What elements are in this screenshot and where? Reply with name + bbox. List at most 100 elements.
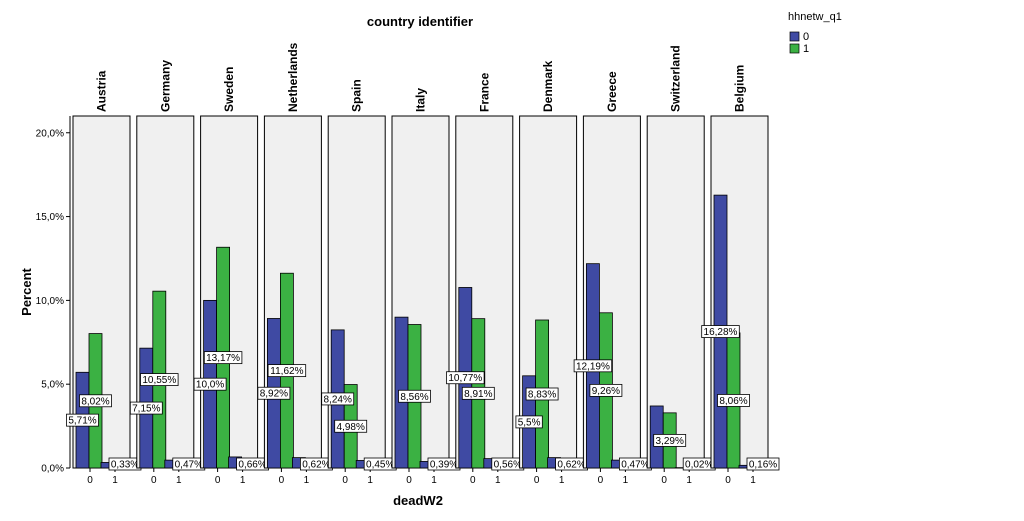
x-tick-label: 0	[342, 475, 348, 486]
panel-label: Italy	[414, 88, 428, 112]
data-label-box	[66, 413, 99, 427]
data-label: 0,47%	[175, 460, 203, 471]
data-label: 0,66%	[238, 460, 266, 471]
data-label-box	[589, 383, 623, 397]
y-axis: 0,0% 5,0% 10,0% 15,0% 20,0%	[36, 116, 71, 475]
data-label: 13,17%	[206, 353, 240, 364]
data-label: 8,56%	[400, 392, 428, 403]
data-label: 5,5%	[518, 417, 541, 428]
panel-label: France	[477, 72, 491, 112]
data-label: 8,92%	[260, 389, 288, 400]
x-tick-label: 0	[661, 475, 667, 486]
data-label: 8,02%	[81, 396, 109, 407]
data-label-box	[398, 389, 431, 403]
data-label: 0,47%	[621, 460, 649, 471]
data-label-box	[653, 434, 687, 447]
x-tick-label: 0	[215, 475, 221, 486]
data-label: 9,26%	[592, 386, 620, 397]
data-label-box	[129, 401, 163, 415]
panel-label: Austria	[95, 70, 109, 112]
data-label: 0,16%	[749, 460, 777, 471]
panel-france: France 0 1 10,77% 8,91% 0,56%	[446, 72, 525, 486]
x-tick-label: 1	[112, 475, 118, 486]
data-label-box	[746, 457, 780, 471]
y-tick-label: 0,0%	[41, 464, 64, 475]
y-tick-label: 20,0%	[36, 128, 64, 139]
data-label: 4,98%	[337, 422, 365, 433]
panel-label: Germany	[158, 60, 172, 112]
x-tick-label: 0	[87, 475, 93, 486]
data-label-box	[79, 394, 112, 408]
data-label-box	[717, 394, 750, 407]
panel-germany: Germany 0 1 7,15% 10,55% 0,47%	[129, 60, 206, 486]
data-label-box	[140, 373, 179, 386]
panel-netherlands: Netherlands 0 1 8,92% 11,62% 0,62%	[257, 42, 333, 486]
data-label: 8,24%	[324, 394, 352, 405]
data-label-box	[446, 371, 485, 385]
data-label-box	[193, 377, 227, 391]
x-tick-label: 1	[623, 475, 629, 486]
panel-austria: Austria 0 1 5,71% 8,02% 0,33%	[66, 70, 142, 486]
panel-greece: Greece 0 1 12,19% 9,26% 0,47%	[573, 71, 652, 486]
data-label-box	[525, 387, 559, 401]
panel-spain: Spain 0 1 8,24% 4,98% 0,45%	[321, 79, 397, 486]
data-label: 0,45%	[366, 460, 394, 471]
x-axis-title: deadW2	[393, 493, 443, 508]
panel-label: Greece	[605, 71, 619, 112]
legend: hhnetw_q1 01	[788, 11, 842, 55]
data-label: 8,06%	[719, 396, 747, 407]
y-tick-label: 5,0%	[41, 380, 64, 391]
panel-italy: Italy 0 1 8,56% 0,39%	[391, 88, 461, 486]
legend-swatch-1	[789, 43, 800, 54]
y-axis-title: Percent	[19, 267, 34, 315]
legend-swatch-0	[789, 31, 800, 42]
legend-label-0: 0	[803, 31, 809, 43]
x-tick-label: 1	[304, 475, 310, 486]
data-label: 7,15%	[132, 404, 160, 415]
chart-title: country identifier	[367, 14, 473, 29]
data-label-box	[257, 386, 291, 400]
x-tick-label: 0	[470, 475, 476, 486]
panel-denmark: Denmark 0 1 5,5% 8,83% 0,62%	[515, 60, 588, 486]
data-label-box	[267, 364, 307, 378]
data-label-box	[701, 325, 740, 338]
panel-switzerland: Switzerland 0 1 3,29% 0,02%	[646, 45, 716, 486]
data-label: 16,28%	[704, 327, 738, 338]
data-label: 0,39%	[430, 460, 458, 471]
legend-title: hhnetw_q1	[788, 11, 842, 23]
x-tick-label: 0	[279, 475, 285, 486]
data-label: 10,55%	[142, 375, 176, 386]
panel-sweden: Sweden 0 1 10,0% 13,17% 0,66%	[193, 67, 270, 486]
data-label-box	[321, 392, 355, 406]
x-tick-label: 1	[431, 475, 437, 486]
x-tick-label: 1	[686, 475, 692, 486]
panel-label: Spain	[350, 79, 364, 112]
x-tick-label: 1	[176, 475, 182, 486]
x-tick-label: 1	[240, 475, 246, 486]
x-tick-label: 0	[406, 475, 412, 486]
panel-label: Denmark	[541, 60, 555, 112]
data-label: 3,29%	[656, 436, 684, 447]
x-tick-label: 1	[559, 475, 565, 486]
data-label-box	[515, 415, 543, 429]
x-tick-label: 1	[750, 475, 756, 486]
data-label: 0,62%	[557, 460, 585, 471]
data-label: 0,33%	[111, 460, 139, 471]
panel-label: Netherlands	[286, 42, 300, 112]
data-label: 0,62%	[302, 460, 330, 471]
panel-label: Switzerland	[669, 45, 683, 112]
data-label-box	[461, 386, 495, 400]
data-label: 5,71%	[68, 416, 96, 427]
data-label: 8,83%	[528, 389, 556, 400]
panel-belgium: Belgium 0 1 16,28% 8,06% 0,16%	[701, 65, 780, 486]
x-tick-label: 0	[598, 475, 604, 486]
data-label: 8,91%	[464, 389, 492, 400]
y-tick-label: 15,0%	[36, 212, 64, 223]
data-label-box	[334, 419, 368, 433]
data-label-box	[203, 351, 243, 365]
panel-label: Sweden	[222, 67, 236, 112]
data-label: 0,02%	[685, 460, 713, 471]
x-tick-label: 0	[534, 475, 540, 486]
